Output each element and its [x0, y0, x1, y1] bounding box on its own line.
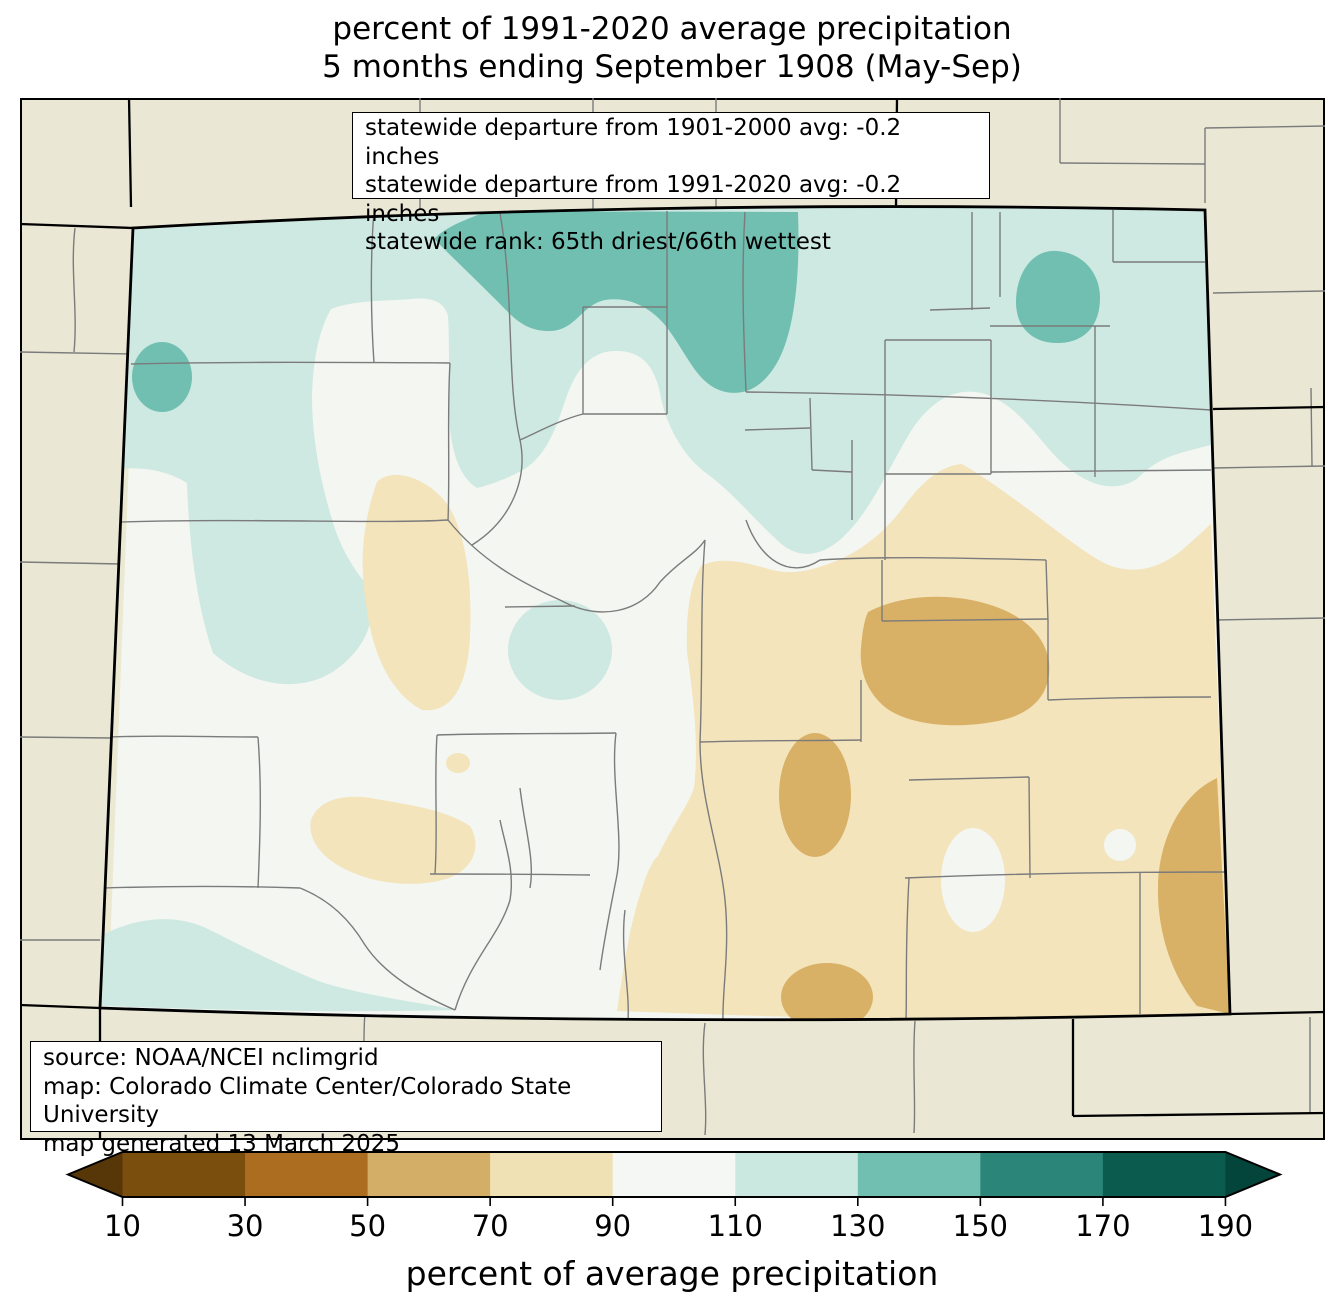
colorado-precipitation-map — [20, 98, 1325, 1140]
teal-blob-north — [434, 211, 799, 393]
svg-text:90: 90 — [594, 1209, 631, 1243]
source-box: source: NOAA/NCEI nclimgrid map: Colorad… — [30, 1041, 662, 1157]
svg-text:130: 130 — [830, 1209, 885, 1243]
source-line-1: source: NOAA/NCEI nclimgrid — [43, 1045, 379, 1071]
stats-line-3: statewide rank: 65th driest/66th wettest — [365, 229, 831, 255]
mint-blob-center — [508, 600, 612, 700]
teal-blob-west — [132, 342, 192, 412]
svg-text:70: 70 — [472, 1209, 509, 1243]
tan-region-southeast — [617, 464, 1230, 1020]
statewide-stats-box: statewide departure from 1901-2000 avg: … — [352, 112, 990, 255]
precipitation-colorbar: 10 30 50 70 90 110 130 150 170 190 percent of ave… — [65, 1151, 1283, 1293]
colorbar-outline — [65, 1151, 1283, 1198]
svg-text:190: 190 — [1198, 1209, 1253, 1243]
stats-line-2: statewide departure from 1991-2020 avg: … — [365, 172, 902, 227]
stats-line-1: statewide departure from 1901-2000 avg: … — [365, 115, 902, 170]
teal-blob-northeast — [1016, 250, 1100, 344]
tan-dot-small — [446, 753, 470, 773]
tan-blob-west-south — [310, 796, 476, 884]
colorbar-segments — [68, 1152, 1280, 1197]
colorado-county-lines — [103, 210, 1230, 1020]
darktan-blob-south-border — [781, 963, 873, 1020]
svg-text:50: 50 — [349, 1209, 386, 1243]
colorbar-tick-labels: 10 30 50 70 90 110 130 150 170 190 — [104, 1209, 1253, 1243]
title-line-2: 5 months ending September 1908 (May-Sep) — [322, 49, 1022, 85]
page-title: percent of 1991-2020 average precipitati… — [0, 10, 1344, 86]
title-line-1: percent of 1991-2020 average precipitati… — [332, 11, 1012, 47]
svg-text:30: 30 — [227, 1209, 264, 1243]
svg-text:170: 170 — [1075, 1209, 1130, 1243]
source-line-2: map: Colorado Climate Center/Colorado St… — [43, 1073, 572, 1129]
colorado-state-outline — [98, 205, 1232, 1022]
colorbar-axis-label: percent of average precipitation — [406, 1254, 939, 1293]
mint-region-north — [121, 206, 1211, 685]
mint-region-southwest — [100, 919, 458, 1012]
tan-blob-west-central — [362, 474, 471, 711]
svg-text:10: 10 — [104, 1209, 141, 1243]
svg-text:150: 150 — [953, 1209, 1008, 1243]
colorbar-ticks — [121, 1197, 1227, 1206]
darktan-blob-east-border — [1157, 778, 1230, 1014]
svg-text:110: 110 — [708, 1209, 763, 1243]
darktan-blob-east — [860, 596, 1050, 726]
darktan-oval-south-central — [779, 733, 851, 857]
